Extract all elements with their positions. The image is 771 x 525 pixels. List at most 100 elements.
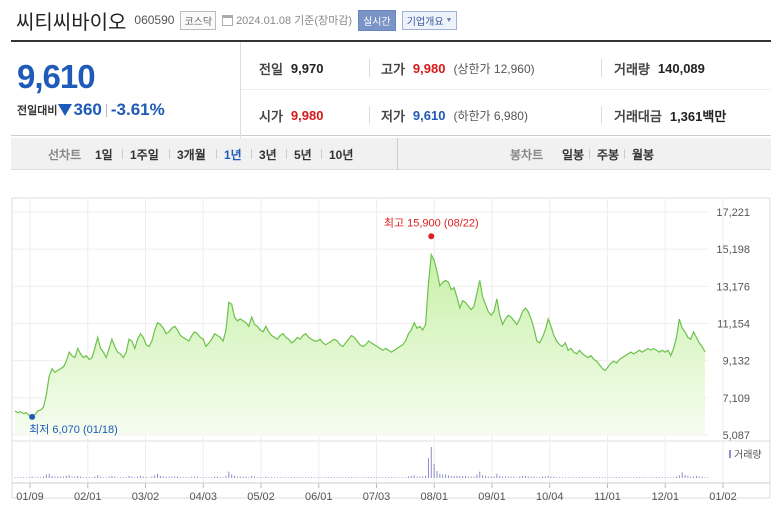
volume-bar: [445, 474, 447, 478]
volume-bar: [216, 476, 218, 478]
volume-bar: [162, 476, 164, 478]
volume-bar: [362, 477, 364, 478]
price-chart: 17,221 15,198 13,176 11,154 9,132 7,109 5,087 0…: [11, 197, 771, 503]
volume-bar: [313, 477, 315, 478]
period-1w[interactable]: 1주일: [130, 148, 159, 162]
volume-bar: [319, 477, 321, 478]
volume-bar: [214, 476, 216, 478]
candle-daily[interactable]: 일봉: [562, 148, 585, 162]
volume-bar: [273, 477, 275, 478]
volume-bar: [504, 476, 506, 478]
volume-bar: [179, 477, 181, 478]
volume-bar: [254, 476, 256, 478]
candle-weekly[interactable]: 주봉: [597, 148, 620, 162]
volume-bar: [191, 476, 193, 478]
period-selector-bar: 선차트 1일 1주일 3개월 1년 3년 5년 10년 봉차트 일봉 주봉 월봉: [11, 138, 771, 170]
volume-bar: [211, 477, 213, 478]
volume-bar: [182, 477, 184, 478]
volume-bar: [405, 477, 407, 478]
x-tick-label: 01/02: [709, 491, 737, 503]
volume-bar: [379, 477, 381, 478]
period-3y[interactable]: 3년: [259, 148, 277, 162]
period-3m[interactable]: 3개월: [177, 148, 206, 162]
volume-bar: [442, 474, 444, 478]
volume-bar: [305, 477, 307, 478]
volume-bar: [627, 477, 629, 478]
volume-bar: [673, 477, 675, 478]
period-5y[interactable]: 5년: [294, 148, 312, 162]
volume-bar: [350, 477, 352, 478]
volume-bar: [43, 476, 45, 478]
volume-bar: [128, 475, 130, 478]
volume-bar: [122, 477, 124, 478]
volume-bar: [510, 476, 512, 478]
company-overview-button[interactable]: 기업개요 ▼: [401, 10, 458, 30]
change-divider: [105, 103, 107, 117]
volume-bar: [596, 477, 598, 478]
date-area: 2024.01.08 기준(장마감): [222, 12, 352, 28]
min-point: [29, 413, 36, 420]
volume-bar: [308, 477, 310, 478]
calendar-icon: [222, 14, 234, 26]
volume-bar: [23, 477, 25, 478]
volume-bar: [675, 476, 677, 478]
x-tick-label: 09/01: [478, 491, 506, 503]
realtime-button[interactable]: 실시간: [358, 9, 396, 31]
volume-bar: [393, 477, 395, 478]
volume-bar: [31, 476, 33, 478]
volume-bar: [20, 477, 22, 478]
volume-bar: [234, 475, 236, 478]
volume-bar: [681, 472, 683, 478]
candle-monthly[interactable]: 월봉: [632, 148, 655, 162]
volume-bar: [456, 475, 458, 478]
volume-bar: [134, 477, 136, 478]
volume-bar: [259, 477, 261, 478]
period-10y[interactable]: 10년: [329, 148, 354, 162]
volume-bar: [584, 477, 586, 478]
volume-bar: [265, 476, 267, 478]
volume-bar: [610, 477, 612, 478]
volume-bar: [499, 475, 501, 478]
volume-bar: [14, 477, 16, 478]
volume-bar: [71, 476, 73, 478]
period-1y[interactable]: 1년: [224, 148, 242, 162]
volume-bar: [564, 477, 566, 478]
chart-area: 17,221 15,198 13,176 11,154 9,132 7,109 5,087 0…: [0, 196, 771, 525]
volume-bar: [348, 477, 350, 478]
volume-bar: [684, 475, 686, 478]
volume-bar: [658, 477, 660, 478]
volume-bar: [302, 477, 304, 478]
volume-bar: [687, 475, 689, 478]
volume-bar: [382, 477, 384, 478]
high-label: 고가: [381, 61, 405, 77]
row-divider: [241, 89, 771, 90]
volume-bar: [373, 477, 375, 478]
volume-bar: [57, 476, 59, 478]
low-value: 9,610: [412, 107, 446, 123]
volume-bar: [484, 475, 486, 478]
period-1d[interactable]: 1일: [95, 148, 113, 162]
open-label: 시가: [259, 108, 283, 124]
volume-bar: [630, 477, 632, 478]
volume-bar: [299, 477, 301, 478]
period-divider: [286, 149, 287, 159]
volume-bar: [88, 477, 90, 478]
volume-bar: [479, 471, 481, 478]
volume-bar: [604, 477, 606, 478]
volume-bar: [65, 475, 67, 478]
price-series-line: [14, 252, 706, 418]
volume-bar: [459, 475, 461, 478]
volume-bar: [325, 477, 327, 478]
x-tick-label: 03/02: [132, 491, 160, 503]
volume-bar: [425, 475, 427, 478]
cell-divider: [601, 59, 602, 77]
market-badge: 코스닥: [180, 10, 217, 30]
volume-bar: [493, 476, 495, 478]
volume-bar: [139, 475, 141, 478]
change-percent: -3.61%: [110, 100, 165, 119]
volume-bar: [359, 477, 361, 478]
volume-bar: [222, 477, 224, 478]
volume-bar: [533, 476, 535, 478]
open-cell: 시가 9,980: [259, 105, 323, 125]
volume-bar: [236, 476, 238, 478]
